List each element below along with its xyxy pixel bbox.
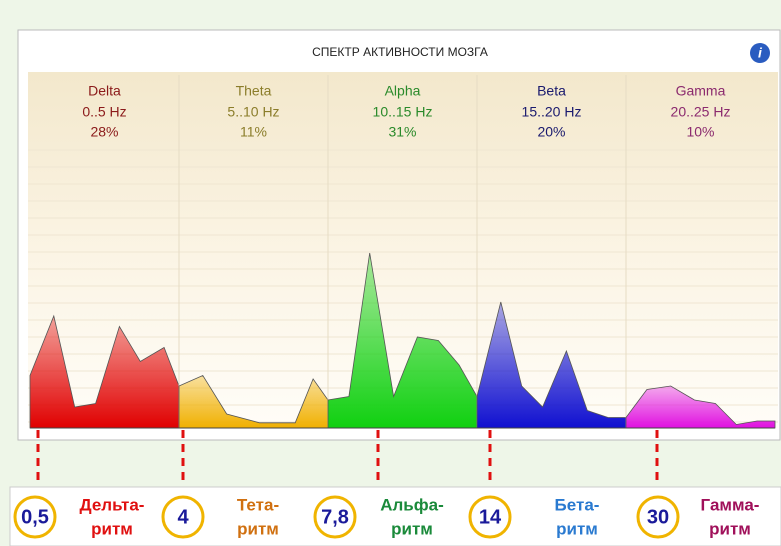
marker-label: 0,5 (21, 506, 49, 528)
spectrum-area (625, 385, 776, 429)
info-icon-glyph: i (758, 45, 763, 61)
rhythm-name: Дельта- (80, 495, 145, 514)
rhythm-name: Гамма- (701, 495, 760, 514)
rhythm-suffix: ритм (391, 519, 433, 538)
marker-label: 30 (647, 506, 669, 528)
marker-circle (636, 495, 680, 539)
rhythm-suffix: ритм (91, 519, 133, 538)
band-share: 10% (686, 124, 714, 140)
marker-circle (468, 495, 512, 539)
rhythm-suffix: ритм (237, 519, 279, 538)
band-name: Delta (88, 83, 121, 99)
rhythm-suffix: ритм (556, 519, 598, 538)
band-share: 11% (240, 124, 267, 140)
marker-label: 14 (479, 506, 502, 528)
band-share: 28% (90, 124, 118, 140)
band-range: 10..15 Hz (373, 104, 433, 120)
info-icon[interactable] (750, 43, 770, 63)
marker-circle (161, 495, 205, 539)
band-range: 20..25 Hz (671, 104, 731, 120)
band-name: Alpha (385, 83, 421, 99)
band-range: 15..20 Hz (522, 104, 582, 120)
chart-title: СПЕКТР АКТИВНОСТИ МОЗГА (312, 45, 488, 59)
marker-label: 7,8 (321, 506, 349, 528)
marker-label: 4 (177, 506, 189, 528)
marker-circle (13, 495, 57, 539)
band-name: Gamma (676, 83, 726, 99)
rhythm-suffix: ритм (709, 519, 751, 538)
band-name: Beta (537, 83, 566, 99)
band-share: 31% (388, 124, 416, 140)
band-range: 0..5 Hz (82, 104, 126, 120)
rhythm-name: Тета- (237, 495, 279, 514)
rhythm-name: Бета- (555, 495, 600, 514)
marker-circle (313, 495, 357, 539)
band-share: 20% (537, 124, 565, 140)
band-range: 5..10 Hz (227, 104, 279, 120)
band-name: Theta (236, 83, 272, 99)
rhythm-name: Альфа- (380, 495, 444, 514)
